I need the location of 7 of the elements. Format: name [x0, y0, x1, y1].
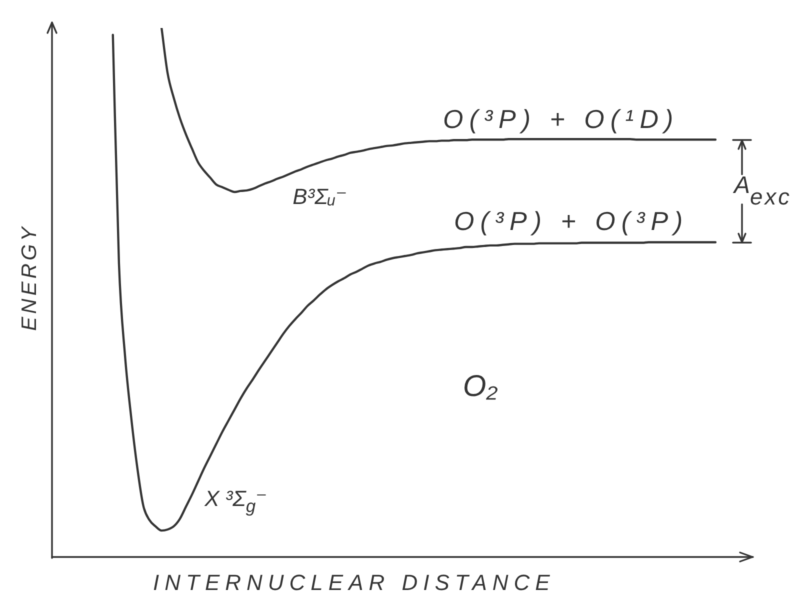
annotation: O(³P) + O(³P) — [454, 206, 689, 236]
series-label: B³Σᵤ⁻ — [292, 184, 348, 209]
series-label: X ³Σ$_{g}$⁻ — [204, 486, 268, 516]
y-axis-title: ENERGY — [17, 224, 40, 330]
annotation: O₂ — [462, 370, 498, 403]
x-axis-title: INTERNUCLEAR DISTANCE — [153, 570, 556, 595]
annotation: O(³P) + O(¹D) — [443, 104, 680, 134]
